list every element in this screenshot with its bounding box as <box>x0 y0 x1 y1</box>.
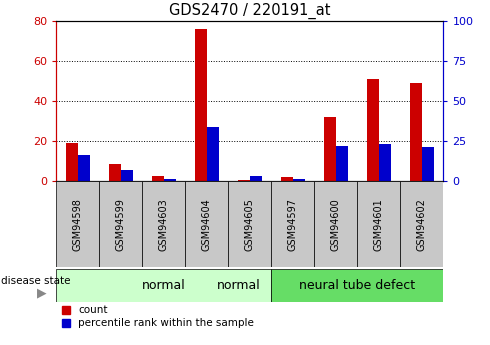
FancyBboxPatch shape <box>185 181 228 267</box>
Bar <box>422 147 434 181</box>
Text: normal: normal <box>217 279 261 292</box>
Bar <box>66 143 78 181</box>
Text: ▶: ▶ <box>37 286 47 299</box>
FancyBboxPatch shape <box>143 181 185 267</box>
Bar <box>207 127 219 181</box>
Text: GSM94601: GSM94601 <box>374 198 384 250</box>
Bar <box>336 146 348 181</box>
Bar <box>379 144 391 181</box>
FancyBboxPatch shape <box>400 181 443 267</box>
Title: GDS2470 / 220191_at: GDS2470 / 220191_at <box>169 3 331 19</box>
Bar <box>121 170 133 181</box>
Text: normal: normal <box>142 279 186 292</box>
Bar <box>250 176 262 181</box>
FancyBboxPatch shape <box>99 181 143 267</box>
FancyBboxPatch shape <box>56 181 99 267</box>
Text: GSM94605: GSM94605 <box>245 198 255 251</box>
Bar <box>109 164 121 181</box>
Bar <box>293 179 305 181</box>
Bar <box>78 156 90 181</box>
Text: GSM94597: GSM94597 <box>288 198 298 251</box>
Bar <box>324 117 336 181</box>
FancyBboxPatch shape <box>357 181 400 267</box>
Bar <box>281 177 293 181</box>
FancyBboxPatch shape <box>56 269 271 302</box>
Bar <box>410 83 422 181</box>
Text: GSM94602: GSM94602 <box>417 198 427 251</box>
FancyBboxPatch shape <box>228 181 271 267</box>
Bar <box>367 79 379 181</box>
Bar <box>164 179 176 181</box>
Text: GSM94603: GSM94603 <box>159 198 169 250</box>
Bar <box>195 29 207 181</box>
Text: GSM94599: GSM94599 <box>116 198 126 251</box>
FancyBboxPatch shape <box>315 181 357 267</box>
Legend: count, percentile rank within the sample: count, percentile rank within the sample <box>62 305 254 328</box>
Bar <box>238 180 250 181</box>
Text: GSM94600: GSM94600 <box>331 198 341 250</box>
Text: neural tube defect: neural tube defect <box>299 279 416 292</box>
Text: GSM94598: GSM94598 <box>73 198 83 251</box>
FancyBboxPatch shape <box>271 181 315 267</box>
FancyBboxPatch shape <box>271 269 443 302</box>
Text: GSM94604: GSM94604 <box>202 198 212 250</box>
Text: disease state: disease state <box>1 276 71 286</box>
Bar <box>152 176 164 181</box>
